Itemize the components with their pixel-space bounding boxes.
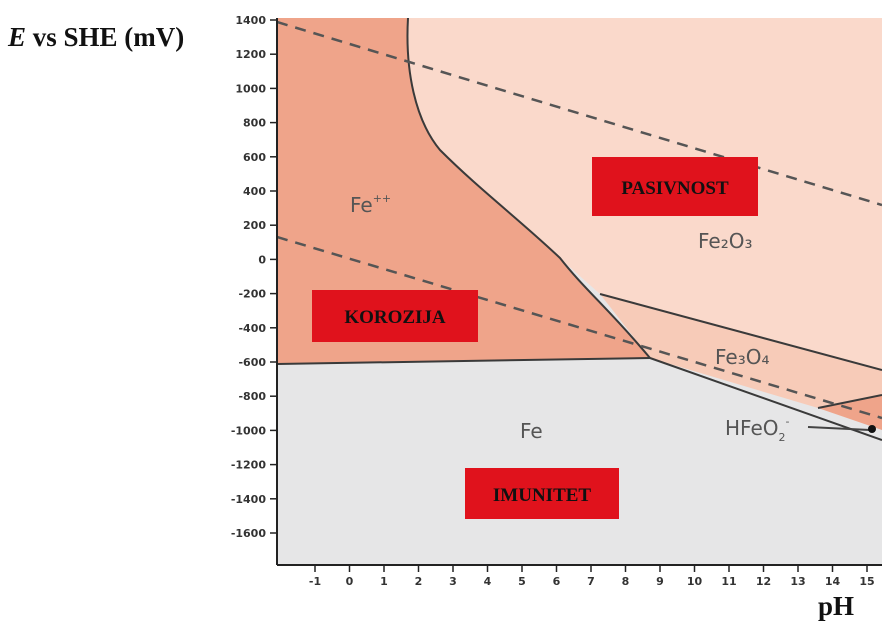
oxygen-line: [277, 20, 882, 207]
hfeo2-region: [818, 395, 882, 430]
y-axis-title: E vs SHE (mV): [7, 22, 184, 52]
fe2-passive-boundary: [406, 18, 651, 359]
passivity-label: PASIVNOST: [621, 178, 729, 199]
y-tick-label: 1200: [235, 48, 266, 61]
x-tick-label: 13: [790, 575, 805, 588]
y-tick-label: -200: [238, 288, 266, 301]
fe2o3-label: Fe₂O₃: [698, 229, 753, 253]
y-tick-label: -1400: [231, 493, 267, 506]
x-tick-label: 4: [484, 575, 492, 588]
fe-fe3o4-boundary: [649, 357, 882, 441]
hfeo2-label: HFeO2-: [725, 415, 790, 444]
fe-label: Fe: [520, 419, 543, 443]
y-tick-label: 400: [243, 185, 266, 198]
x-tick-label: -1: [309, 575, 321, 588]
immunity-badge: [465, 468, 619, 519]
y-tick-label: 600: [243, 151, 266, 164]
x-tick-label: 7: [587, 575, 595, 588]
y-tick-label: 1400: [235, 14, 266, 27]
y-tick-label: -800: [238, 390, 266, 403]
y-tick-label: -1000: [231, 424, 267, 437]
fe3o4-label: Fe₃O₄: [715, 345, 770, 369]
fe2o3-fe3o4-boundary: [599, 293, 882, 371]
corrosion-region: [277, 18, 650, 364]
corrosion-badge: [312, 290, 478, 342]
x-tick-label: 0: [346, 575, 354, 588]
y-tick-label: -600: [238, 356, 266, 369]
y-tick-label: 0: [258, 253, 266, 266]
corrosion-label: KOROZIJA: [344, 307, 446, 328]
hfeo2-boundary: [817, 394, 882, 409]
passivity-badge: [592, 157, 758, 216]
fe-fe2-boundary: [277, 357, 651, 365]
fe2-label: Fe++: [350, 192, 391, 217]
x-tick-label: 3: [449, 575, 457, 588]
x-axis-title: pH: [818, 591, 854, 621]
y-tick-label: -1600: [231, 527, 267, 540]
x-tick-label: 15: [859, 575, 874, 588]
x-tick-label: 14: [825, 575, 841, 588]
hfeo2-pointer-dot: [868, 425, 876, 433]
x-tick-label: 10: [687, 575, 703, 588]
x-tick-label: 6: [553, 575, 561, 588]
x-tick-label: 12: [756, 575, 771, 588]
immunity-label: IMUNITET: [493, 485, 592, 506]
y-tick-label: 1000: [235, 82, 266, 95]
fe3o4-region: [600, 294, 882, 408]
x-tick-label: 5: [518, 575, 526, 588]
hfeo2-pointer-line: [807, 426, 871, 431]
y-tick-label: 800: [243, 117, 266, 130]
y-tick-label: -400: [238, 322, 266, 335]
hydrogen-line: [277, 235, 882, 420]
x-tick-label: 9: [656, 575, 664, 588]
y-tick-label: 200: [243, 219, 266, 232]
x-tick-label: 11: [721, 575, 736, 588]
x-tick-label: 1: [380, 575, 388, 588]
x-tick-label: 8: [622, 575, 630, 588]
x-tick-label: 2: [415, 575, 423, 588]
y-tick-label: -1200: [231, 459, 267, 472]
